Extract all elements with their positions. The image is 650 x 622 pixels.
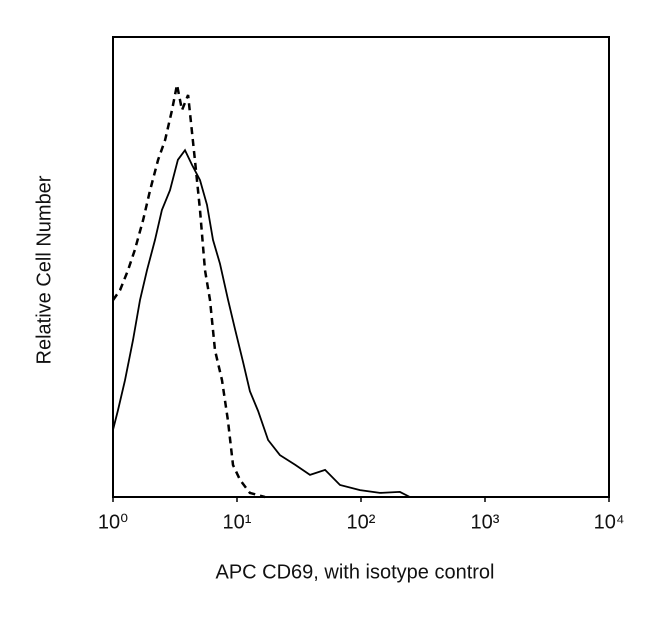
x-axis-label: APC CD69, with isotype control — [215, 561, 494, 583]
x-tick-label: 10⁴ — [594, 511, 625, 533]
x-tick-label: 10¹ — [223, 511, 252, 533]
x-tick-label: 10⁰ — [98, 511, 128, 533]
x-tick-label: 10³ — [471, 511, 500, 533]
solid-line — [112, 148, 411, 498]
y-axis-label: Relative Cell Number — [33, 175, 55, 364]
dashed-line — [111, 84, 266, 499]
plot-frame — [112, 36, 610, 498]
x-tick-label: 10² — [347, 511, 376, 533]
